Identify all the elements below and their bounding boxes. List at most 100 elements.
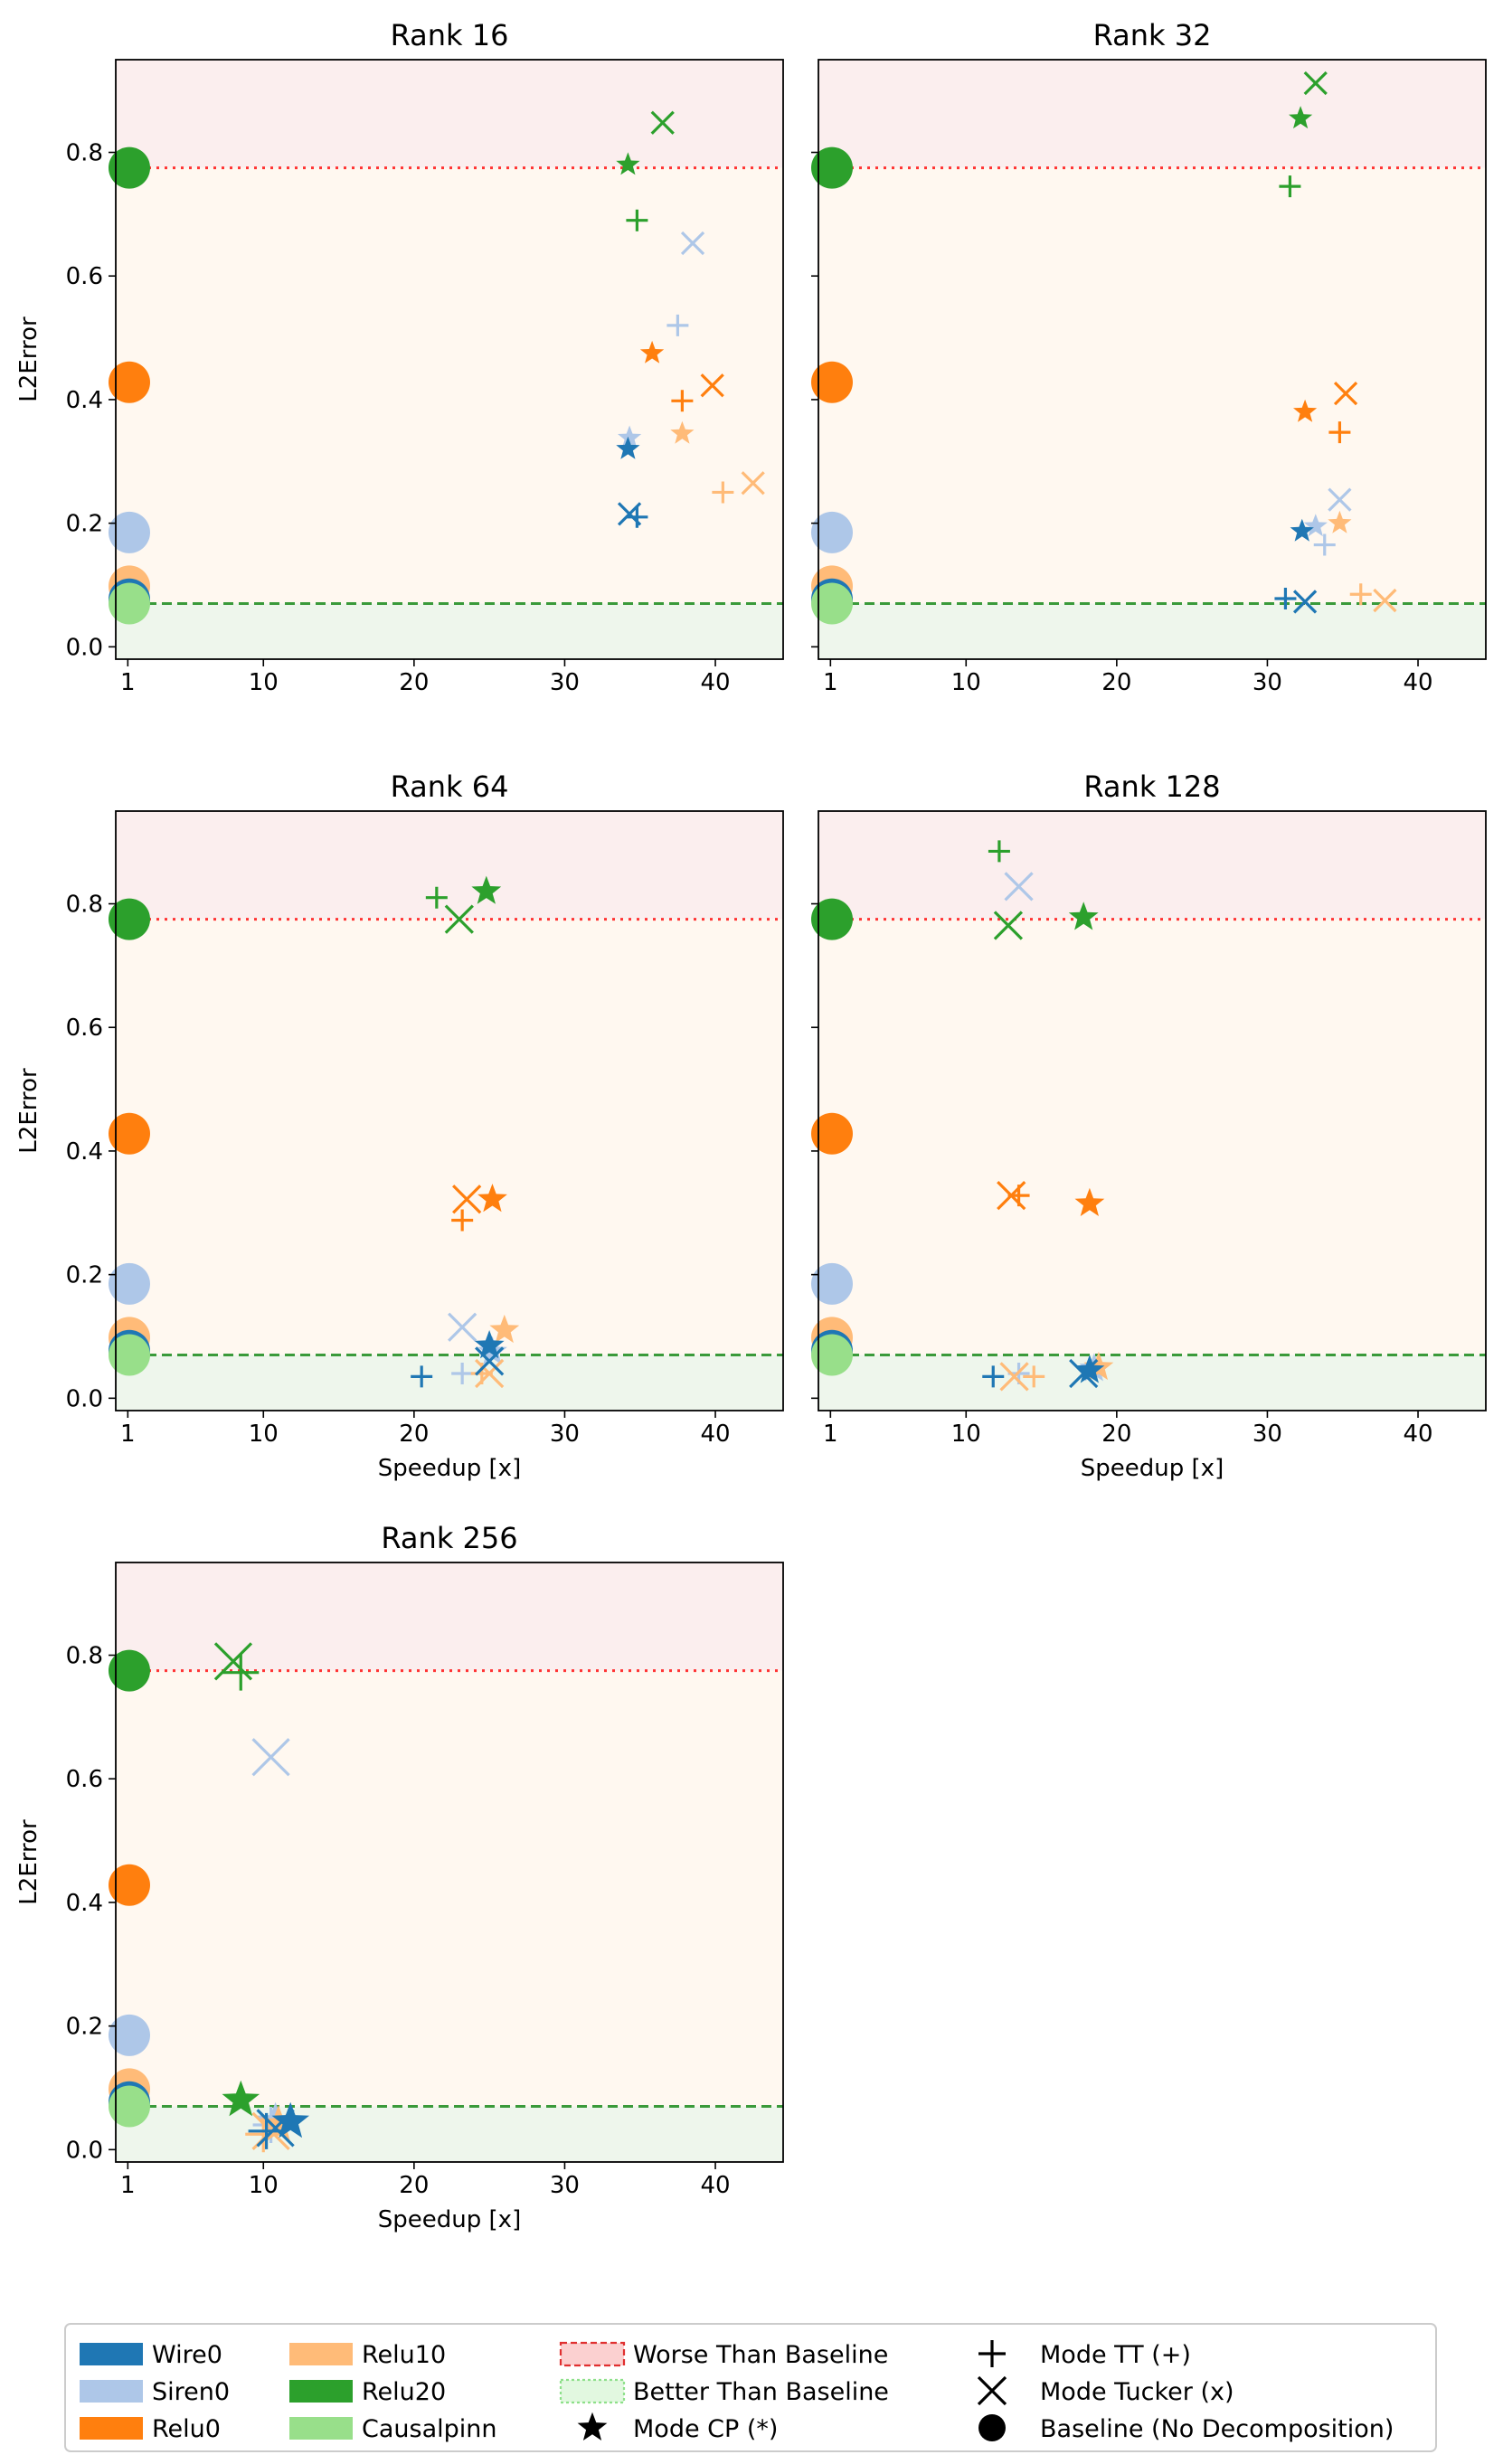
y-axis-label: L2Error — [15, 1068, 43, 1154]
legend-swatch-siren0 — [80, 2380, 143, 2403]
x-tick-label: 1 — [120, 1421, 136, 1448]
legend-frame — [64, 2323, 1437, 2452]
baseline-point-siren0 — [108, 511, 150, 553]
data-point-relu20-tt — [626, 209, 648, 231]
baseline-point-relu20 — [108, 1649, 150, 1692]
worse-region — [116, 1562, 783, 1671]
data-point-relu20-tt — [222, 1654, 260, 1691]
x-tick-label: 40 — [700, 669, 730, 696]
data-point-wire0-tt — [982, 1365, 1005, 1388]
data-point-relu10-cp — [1328, 510, 1352, 533]
y-tick-label: 0.8 — [66, 140, 103, 167]
axes-frame — [818, 59, 1487, 660]
panel-title: Rank 128 — [1083, 769, 1220, 804]
data-point-relu20-cp — [1068, 902, 1099, 930]
data-point-relu20-tucker — [1303, 71, 1328, 96]
baseline-point-relu0 — [108, 1864, 150, 1906]
data-point-siren0-tucker — [448, 1312, 477, 1342]
y-tick-label: 0.6 — [66, 263, 103, 290]
axes-frame — [115, 59, 784, 660]
data-point-wire0-cp — [1290, 518, 1314, 542]
baseline-point-relu0 — [810, 1112, 853, 1155]
baseline-point-causalpinn — [108, 1334, 150, 1376]
legend-swatch-relu20 — [289, 2380, 353, 2403]
panel-rank-32: 1 10 20 30 40 Rank 32 — [810, 18, 1487, 696]
x-tick-label: 10 — [951, 669, 981, 696]
legend-marker-tucker — [977, 2375, 1007, 2406]
data-point-relu0-tt — [451, 1209, 474, 1232]
baseline-point-relu20 — [108, 898, 150, 940]
data-point-siren0-tt — [1313, 533, 1336, 556]
data-point-relu20-tt — [425, 886, 448, 909]
x-axis-label: Speedup [x] — [378, 2206, 521, 2233]
data-point-relu10-tt — [712, 481, 734, 504]
better-region — [116, 1355, 783, 1411]
panel-title: Rank 32 — [1093, 18, 1212, 52]
data-point-relu10-tucker — [741, 471, 765, 496]
y-tick-label: 0.6 — [66, 1015, 103, 1042]
legend-swatch-worse — [559, 2341, 626, 2367]
y-tick-label: 0.8 — [66, 1643, 103, 1670]
data-point-relu0-tucker — [700, 373, 724, 398]
x-tick-label: 20 — [1101, 669, 1131, 696]
data-point-siren0-tucker — [251, 1738, 290, 1777]
data-point-wire0-cp — [271, 2101, 309, 2138]
data-point-relu10-cp — [489, 1314, 520, 1344]
baseline-point-causalpinn — [810, 1334, 853, 1376]
baseline-point-causalpinn — [108, 582, 150, 625]
neutral-region — [116, 919, 783, 1355]
data-point-relu10-tucker — [1373, 588, 1397, 613]
legend-marker-baseline — [978, 2414, 1006, 2441]
data-point-siren0-cp — [1303, 514, 1328, 537]
neutral-region — [116, 1670, 783, 2107]
data-point-relu10-tucker — [475, 1358, 505, 1389]
data-point-relu20-tucker — [650, 110, 675, 135]
better-region — [116, 2106, 783, 2162]
data-point-wire0-tt — [411, 1365, 433, 1388]
panel-rank-64: 1 10 20 30 40 0.0 0.2 0.4 0.6 0.8 Rank 64 Speedup [… — [15, 769, 784, 1482]
data-point-relu0-cp — [1293, 399, 1318, 422]
baseline-point-causalpinn — [810, 582, 853, 625]
data-point-relu20-tt — [1279, 175, 1301, 198]
panel-rank-128: 1 10 20 30 40 Rank 128 Speedup [x] — [810, 769, 1487, 1482]
legend-label-siren0: Siren0 — [152, 2378, 230, 2406]
y-tick-label: 0.0 — [66, 2137, 103, 2164]
data-point-relu10-tt — [1023, 1365, 1045, 1388]
x-tick-label: 40 — [700, 2172, 730, 2199]
better-region — [818, 603, 1486, 659]
data-point-relu0-tucker — [1333, 381, 1358, 406]
legend-marker-tt — [978, 2340, 1006, 2367]
legend-label-relu0: Relu0 — [152, 2415, 221, 2443]
data-point-siren0-cp — [618, 425, 642, 448]
x-tick-label: 10 — [249, 669, 279, 696]
data-point-relu20-cp — [471, 875, 502, 904]
baseline-point-relu0 — [108, 361, 150, 403]
x-tick-label: 30 — [1252, 669, 1282, 696]
data-point-siren0-tt — [451, 1362, 474, 1384]
x-tick-label: 10 — [249, 2172, 279, 2199]
y-tick-label: 0.2 — [66, 2014, 103, 2041]
data-point-relu20-tucker — [993, 911, 1024, 940]
data-point-wire0-cp — [1074, 1355, 1105, 1383]
x-tick-label: 1 — [120, 2172, 136, 2199]
better-region — [818, 1355, 1486, 1411]
legend-label-wire0: Wire0 — [152, 2341, 222, 2369]
baseline-point-relu20 — [108, 146, 150, 189]
y-axis-label: L2Error — [15, 316, 43, 402]
data-point-wire0-cp — [474, 1330, 505, 1359]
y-tick-label: 0.0 — [66, 1385, 103, 1412]
panel-rank-16: 1 10 20 30 40 0.0 0.2 0.4 0.6 0.8 Rank 16 L2Error — [15, 18, 784, 696]
axes-frame — [115, 810, 784, 1411]
data-point-relu0-tt — [671, 390, 694, 412]
neutral-region — [818, 919, 1486, 1355]
data-point-relu0-cp — [639, 340, 665, 363]
neutral-region — [818, 167, 1486, 604]
legend-label-baseline: Baseline (No Decomposition) — [1040, 2415, 1394, 2443]
x-tick-label: 30 — [550, 1421, 580, 1448]
baseline-point-relu20 — [810, 898, 853, 940]
legend-swatch-better — [559, 2378, 626, 2404]
y-tick-label: 0.4 — [66, 387, 103, 414]
legend-swatch-causalpinn — [289, 2417, 353, 2440]
x-tick-label: 20 — [399, 669, 429, 696]
axes-frame — [115, 1562, 784, 2163]
